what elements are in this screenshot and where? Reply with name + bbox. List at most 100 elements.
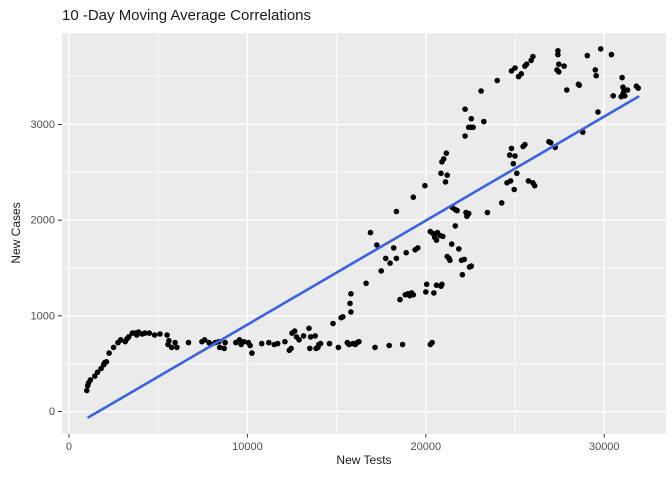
data-point — [146, 330, 153, 336]
data-point — [439, 281, 445, 288]
data-point — [433, 237, 440, 243]
data-point — [312, 333, 319, 339]
data-point — [452, 223, 459, 229]
data-point — [117, 337, 124, 343]
data-point — [125, 334, 132, 340]
data-point — [433, 282, 440, 289]
data-point — [597, 46, 604, 52]
data-point — [222, 339, 228, 346]
data-point — [439, 159, 445, 165]
data-point — [98, 365, 104, 372]
chart-title: 10 -Day Moving Average Correlations — [62, 7, 312, 24]
data-point — [84, 387, 90, 394]
data-point — [372, 344, 378, 351]
data-point — [530, 53, 536, 60]
data-point — [374, 242, 380, 248]
data-point — [462, 133, 468, 139]
data-point — [523, 61, 530, 67]
data-point — [151, 332, 158, 338]
data-point — [429, 339, 435, 346]
data-point — [518, 71, 525, 77]
data-point — [448, 241, 455, 247]
x-tick-label: 20000 — [411, 441, 442, 453]
data-point — [470, 124, 476, 131]
data-point — [423, 289, 429, 295]
data-point — [468, 263, 475, 269]
x-axis-title: New Tests — [336, 453, 392, 467]
x-tick-label: 0 — [66, 441, 72, 453]
data-point — [511, 186, 517, 193]
y-tick-label: 3000 — [31, 119, 55, 131]
data-point — [397, 296, 403, 303]
data-point — [635, 85, 641, 91]
data-point — [454, 207, 460, 214]
data-point — [576, 82, 583, 88]
data-point — [348, 291, 354, 297]
data-point — [462, 106, 468, 112]
data-point — [216, 344, 223, 351]
data-point — [307, 334, 314, 340]
data-point — [236, 337, 243, 343]
data-point — [274, 340, 281, 347]
data-point — [168, 344, 175, 351]
data-point — [94, 369, 101, 376]
data-point — [512, 153, 518, 159]
data-point — [595, 109, 601, 115]
data-point — [459, 271, 466, 278]
data-point — [221, 345, 227, 352]
data-point — [166, 337, 172, 344]
data-point — [266, 339, 272, 346]
x-tick-label: 10000 — [232, 441, 263, 453]
data-point — [172, 339, 178, 346]
data-point — [386, 342, 393, 349]
y-tick-label: 2000 — [31, 215, 55, 227]
data-point — [622, 93, 628, 99]
data-point — [468, 115, 475, 122]
data-point — [494, 77, 501, 84]
data-point — [619, 74, 625, 81]
data-point — [608, 51, 615, 58]
data-point — [356, 338, 362, 345]
data-point — [531, 182, 538, 189]
data-point — [506, 152, 513, 158]
data-point — [347, 300, 353, 307]
data-point — [399, 341, 406, 348]
data-point — [422, 182, 428, 189]
data-point — [335, 344, 342, 351]
data-point — [456, 246, 462, 252]
data-point — [440, 233, 446, 240]
data-point — [106, 350, 112, 356]
y-tick-label: 1000 — [31, 310, 55, 322]
data-point — [438, 170, 444, 177]
data-point — [431, 290, 437, 296]
data-point — [393, 255, 400, 262]
data-point — [624, 87, 631, 93]
data-point — [415, 245, 421, 251]
data-point — [442, 179, 449, 185]
data-point — [481, 118, 487, 125]
data-point — [387, 260, 393, 267]
data-point — [87, 377, 94, 383]
data-point — [461, 256, 468, 263]
data-point — [447, 257, 453, 264]
data-point — [444, 172, 451, 178]
x-tick-label: 30000 — [589, 441, 620, 453]
data-point — [326, 340, 333, 347]
data-point — [512, 65, 518, 71]
data-point — [514, 170, 520, 177]
data-point — [157, 331, 163, 337]
data-point — [498, 200, 505, 206]
data-point — [584, 52, 591, 59]
data-point — [291, 328, 298, 334]
data-point — [300, 333, 307, 339]
data-point — [247, 342, 253, 349]
data-point — [522, 141, 528, 148]
data-point — [110, 344, 117, 351]
data-point — [363, 280, 369, 287]
y-tick-label: 0 — [49, 406, 55, 418]
data-point — [378, 268, 385, 274]
data-point — [547, 139, 554, 146]
data-point — [317, 340, 324, 347]
data-point — [241, 338, 247, 345]
